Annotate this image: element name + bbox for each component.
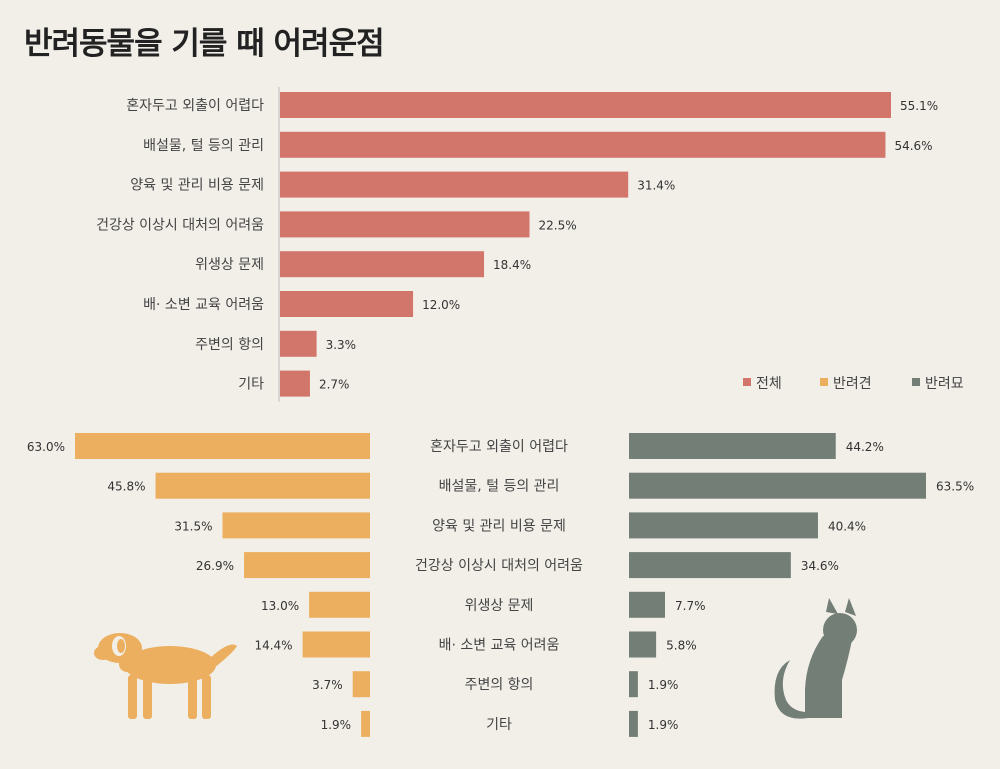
- value-label-cat: 1.9%: [648, 678, 679, 692]
- value-label: 3.3%: [326, 338, 357, 352]
- bar-cat: [629, 512, 818, 539]
- legend-swatch: [743, 378, 751, 386]
- bar-total: [280, 211, 530, 238]
- value-label-cat: 34.6%: [801, 559, 839, 573]
- bar-total: [280, 291, 414, 317]
- legend-label: 반려견: [833, 376, 872, 392]
- value-label-cat: 63.5%: [936, 480, 974, 494]
- value-label-dog: 13.0%: [261, 599, 299, 613]
- bar-total: [280, 330, 317, 357]
- category-label: 위생상 문제: [195, 257, 264, 273]
- value-label: 54.6%: [894, 139, 932, 153]
- value-label: 55.1%: [900, 99, 938, 113]
- category-label: 배설물, 털 등의 관리: [143, 138, 264, 154]
- category-label: 혼자두고 외출이 어렵다: [430, 439, 568, 455]
- category-label: 배· 소변 교육 어려움: [143, 297, 264, 313]
- legend-label: 전체: [756, 376, 782, 392]
- value-label: 22.5%: [539, 218, 577, 232]
- category-label: 혼자두고 외출이 어렵다: [126, 98, 264, 114]
- bar-dog: [352, 671, 370, 698]
- value-label: 18.4%: [493, 258, 531, 272]
- value-label: 31.4%: [637, 179, 675, 193]
- bar-cat: [629, 710, 638, 737]
- value-label-cat: 1.9%: [648, 718, 679, 732]
- cat-icon: [774, 598, 857, 719]
- bar-total: [280, 92, 891, 118]
- value-label-dog: 14.4%: [254, 639, 292, 653]
- bar-dog: [309, 591, 370, 618]
- value-label-dog: 45.8%: [107, 480, 145, 494]
- category-label: 건강상 이상시 대처의 어려움: [96, 217, 264, 233]
- bar-dog: [244, 552, 370, 579]
- value-label-dog: 3.7%: [312, 678, 343, 692]
- bar-cat: [629, 433, 836, 459]
- dog-icon: [94, 633, 237, 719]
- category-label: 양육 및 관리 비용 문제: [130, 178, 264, 194]
- bar-dog: [155, 472, 370, 499]
- category-label: 배설물, 털 등의 관리: [439, 479, 560, 495]
- legend-swatch: [820, 378, 828, 386]
- bar-dog: [222, 512, 370, 539]
- value-label-dog: 26.9%: [196, 559, 234, 573]
- category-label: 주변의 항의: [465, 677, 534, 693]
- page-title: 반려동물을 기를 때 어려운점: [24, 26, 385, 62]
- value-label: 2.7%: [319, 378, 350, 392]
- value-label-cat: 44.2%: [846, 440, 884, 454]
- bar-total: [280, 251, 485, 278]
- category-label: 기타: [238, 377, 264, 393]
- bar-dog: [302, 631, 370, 658]
- legend: 전체 반려견 반려묘: [743, 376, 964, 392]
- bar-dog: [75, 433, 370, 459]
- bar-dog: [361, 710, 370, 737]
- bar-cat: [629, 552, 791, 579]
- value-label-dog: 1.9%: [321, 718, 352, 732]
- category-label: 양육 및 관리 비용 문제: [432, 518, 566, 534]
- bar-total: [280, 131, 886, 158]
- value-label-cat: 40.4%: [828, 519, 866, 533]
- bar-total: [280, 171, 629, 198]
- value-label-dog: 31.5%: [174, 519, 212, 533]
- category-label: 위생상 문제: [465, 598, 534, 614]
- bar-cat: [629, 591, 666, 618]
- value-label: 12.0%: [422, 298, 460, 312]
- bar-cat: [629, 671, 638, 698]
- category-label: 주변의 항의: [195, 337, 264, 353]
- legend-swatch: [912, 378, 920, 386]
- category-label: 기타: [486, 717, 512, 733]
- bottom-chart: 63.0% 혼자두고 외출이 어렵다 44.2% 45.8% 배설물, 털 등의 관리 6…: [27, 433, 974, 737]
- legend-label: 반려묘: [925, 376, 964, 392]
- bar-cat: [629, 631, 657, 658]
- top-chart: 혼자두고 외출이 어렵다 55.1% 배설물, 털 등의 관리 54.6% 양육 및 관…: [96, 87, 938, 402]
- bar-total: [280, 370, 310, 397]
- value-label-cat: 5.8%: [666, 639, 697, 653]
- bar-cat: [629, 472, 926, 499]
- value-label-cat: 7.7%: [675, 599, 706, 613]
- value-label-dog: 63.0%: [27, 440, 65, 454]
- category-label: 건강상 이상시 대처의 어려움: [415, 558, 583, 574]
- category-label: 배· 소변 교육 어려움: [439, 638, 560, 654]
